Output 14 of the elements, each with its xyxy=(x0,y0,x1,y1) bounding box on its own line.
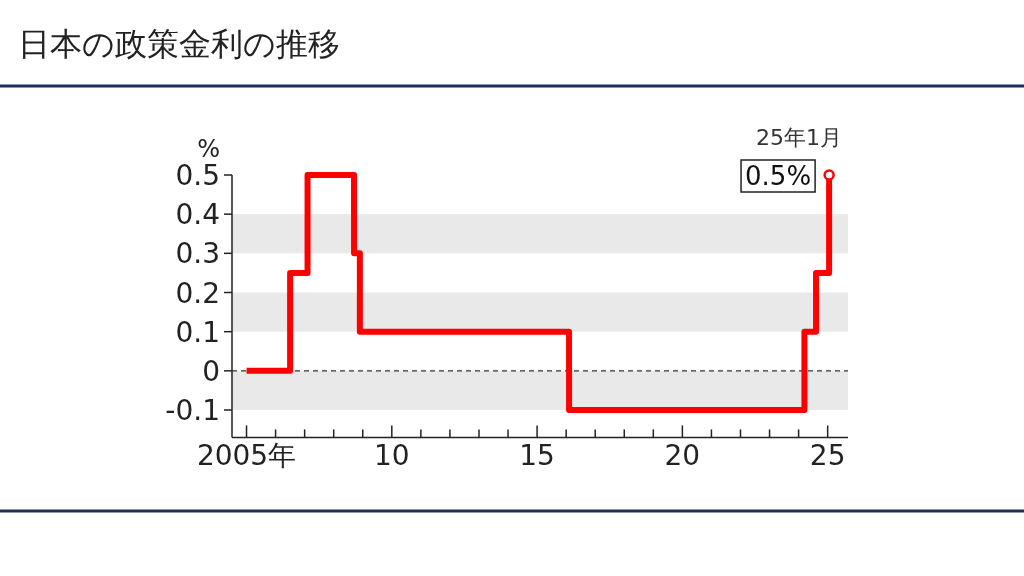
y-tick-label: 0.2 xyxy=(175,276,220,310)
y-tick-label: -0.1 xyxy=(165,394,220,427)
y-tick-label: 0.4 xyxy=(175,198,220,232)
y-tick-label: 0 xyxy=(202,354,220,388)
x-tick-label: 25 xyxy=(809,439,846,473)
x-tick-label: 2005年 xyxy=(196,439,297,473)
y-tick-label: 0.3 xyxy=(175,237,220,271)
annotation: 25年1月 xyxy=(756,125,843,150)
x-tick-label: 20 xyxy=(664,439,701,473)
x-tick-label: 10 xyxy=(373,439,410,473)
annotation: 0.5% xyxy=(745,161,812,191)
x-tick-label: 15 xyxy=(519,439,555,473)
y-tick-label: 0.1 xyxy=(175,315,220,349)
chart-title: 日本の政策金利の推移 xyxy=(18,25,340,63)
